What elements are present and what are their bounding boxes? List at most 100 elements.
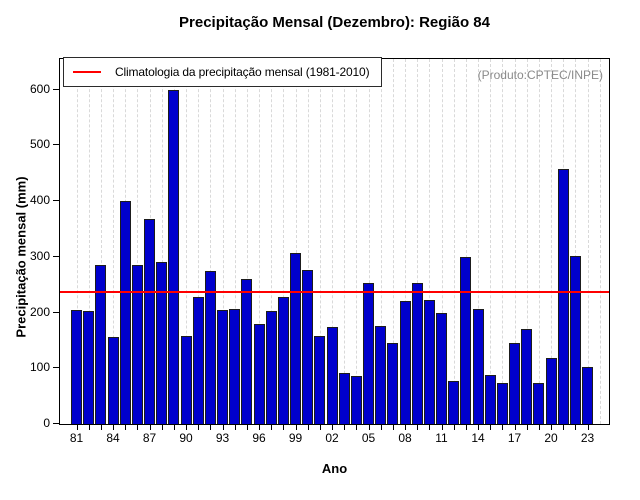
x-tick-label: 96 [252,431,266,445]
gridline [259,59,260,424]
gridline [246,59,248,424]
x-tick [246,425,248,430]
bar-2022 [569,256,581,424]
bar-1984 [107,337,119,424]
bar-2007 [387,343,399,424]
gridline [417,59,419,424]
x-tick [210,425,212,430]
legend: Climatologia da precipitação mensal (198… [63,57,382,87]
bar-2013 [460,257,472,424]
gridline [453,59,455,424]
y-tick-label: 300 [29,249,50,263]
x-tick [100,425,102,430]
bar-2018 [521,329,533,424]
x-tick [88,425,90,430]
gridline [332,59,333,424]
y-tick-label: 100 [29,360,50,374]
x-tick [271,425,273,430]
y-axis-title-text: Precipitação mensal (mm) [13,176,29,338]
bar-1992 [204,271,216,424]
bar-2021 [557,169,569,424]
legend-label: Climatologia da precipitação mensal (198… [115,65,370,79]
y-tick-label: 400 [29,193,50,207]
bar-1987 [144,219,155,424]
y-tick-label: 600 [29,82,50,96]
gridline [210,59,212,424]
bar-1989 [168,90,180,424]
x-tick [319,425,321,430]
gridline [161,59,163,424]
bar-1991 [192,297,204,424]
bar-2006 [375,326,387,424]
x-tick [259,425,260,430]
gridline [392,59,394,424]
x-tick [222,425,224,430]
gridline [100,59,102,424]
x-tick [344,425,346,430]
gridline [502,59,504,424]
x-tick [538,425,540,430]
gridline [186,59,187,424]
bar-1988 [156,262,168,424]
bar-2000 [302,270,314,424]
x-tick [161,425,163,430]
x-tick [234,425,236,430]
y-tick [53,367,59,368]
x-tick [149,425,151,430]
legend-line-icon [73,71,101,73]
x-tick [173,425,175,430]
gridline [575,59,577,424]
bar-2004 [350,376,362,424]
x-tick-label: 84 [106,431,120,445]
x-tick [502,425,504,430]
bar-2009 [411,283,423,424]
x-tick-label: 05 [361,431,376,445]
x-tick [563,425,565,430]
bar-1997 [265,311,277,424]
x-tick [137,425,139,430]
bar-1986 [131,265,143,424]
bar-1983 [95,265,107,424]
bar-1981 [71,310,82,424]
gridline [405,59,406,424]
x-tick-label: 23 [580,431,595,445]
chart-title: Precipitação Mensal (Dezembro): Região 8… [179,14,490,31]
x-tick [356,425,358,430]
x-tick [368,425,370,430]
x-tick [465,425,467,430]
x-tick [283,425,285,430]
bar-1985 [119,201,131,424]
bar-1996 [253,324,265,424]
bar-2010 [423,300,435,424]
gridline [551,59,552,424]
bar-2014 [472,309,484,424]
gridline [344,59,346,424]
gridline [356,59,358,424]
gridline [76,59,78,424]
y-tick [53,256,59,257]
gridline [465,59,467,424]
gridline [429,59,431,424]
y-tick-label: 500 [29,137,50,151]
bar-2005 [363,283,374,424]
x-tick [113,425,114,430]
gridline [380,59,382,424]
x-tick-label: 99 [288,431,303,445]
gridline [137,59,139,424]
gridline [538,59,540,424]
y-tick [53,89,59,90]
bar-2008 [399,301,411,424]
x-tick [514,425,516,430]
x-tick [526,425,528,430]
x-tick [429,425,431,430]
bar-2012 [448,381,460,424]
y-tick-label: 0 [43,416,50,430]
x-tick-label: 08 [398,431,412,445]
bar-1993 [217,310,228,424]
gridline [478,59,479,424]
gridline [526,59,528,424]
x-tick [392,425,394,430]
x-tick-label: 93 [215,431,230,445]
y-tick [53,423,59,424]
bar-1999 [290,253,301,424]
